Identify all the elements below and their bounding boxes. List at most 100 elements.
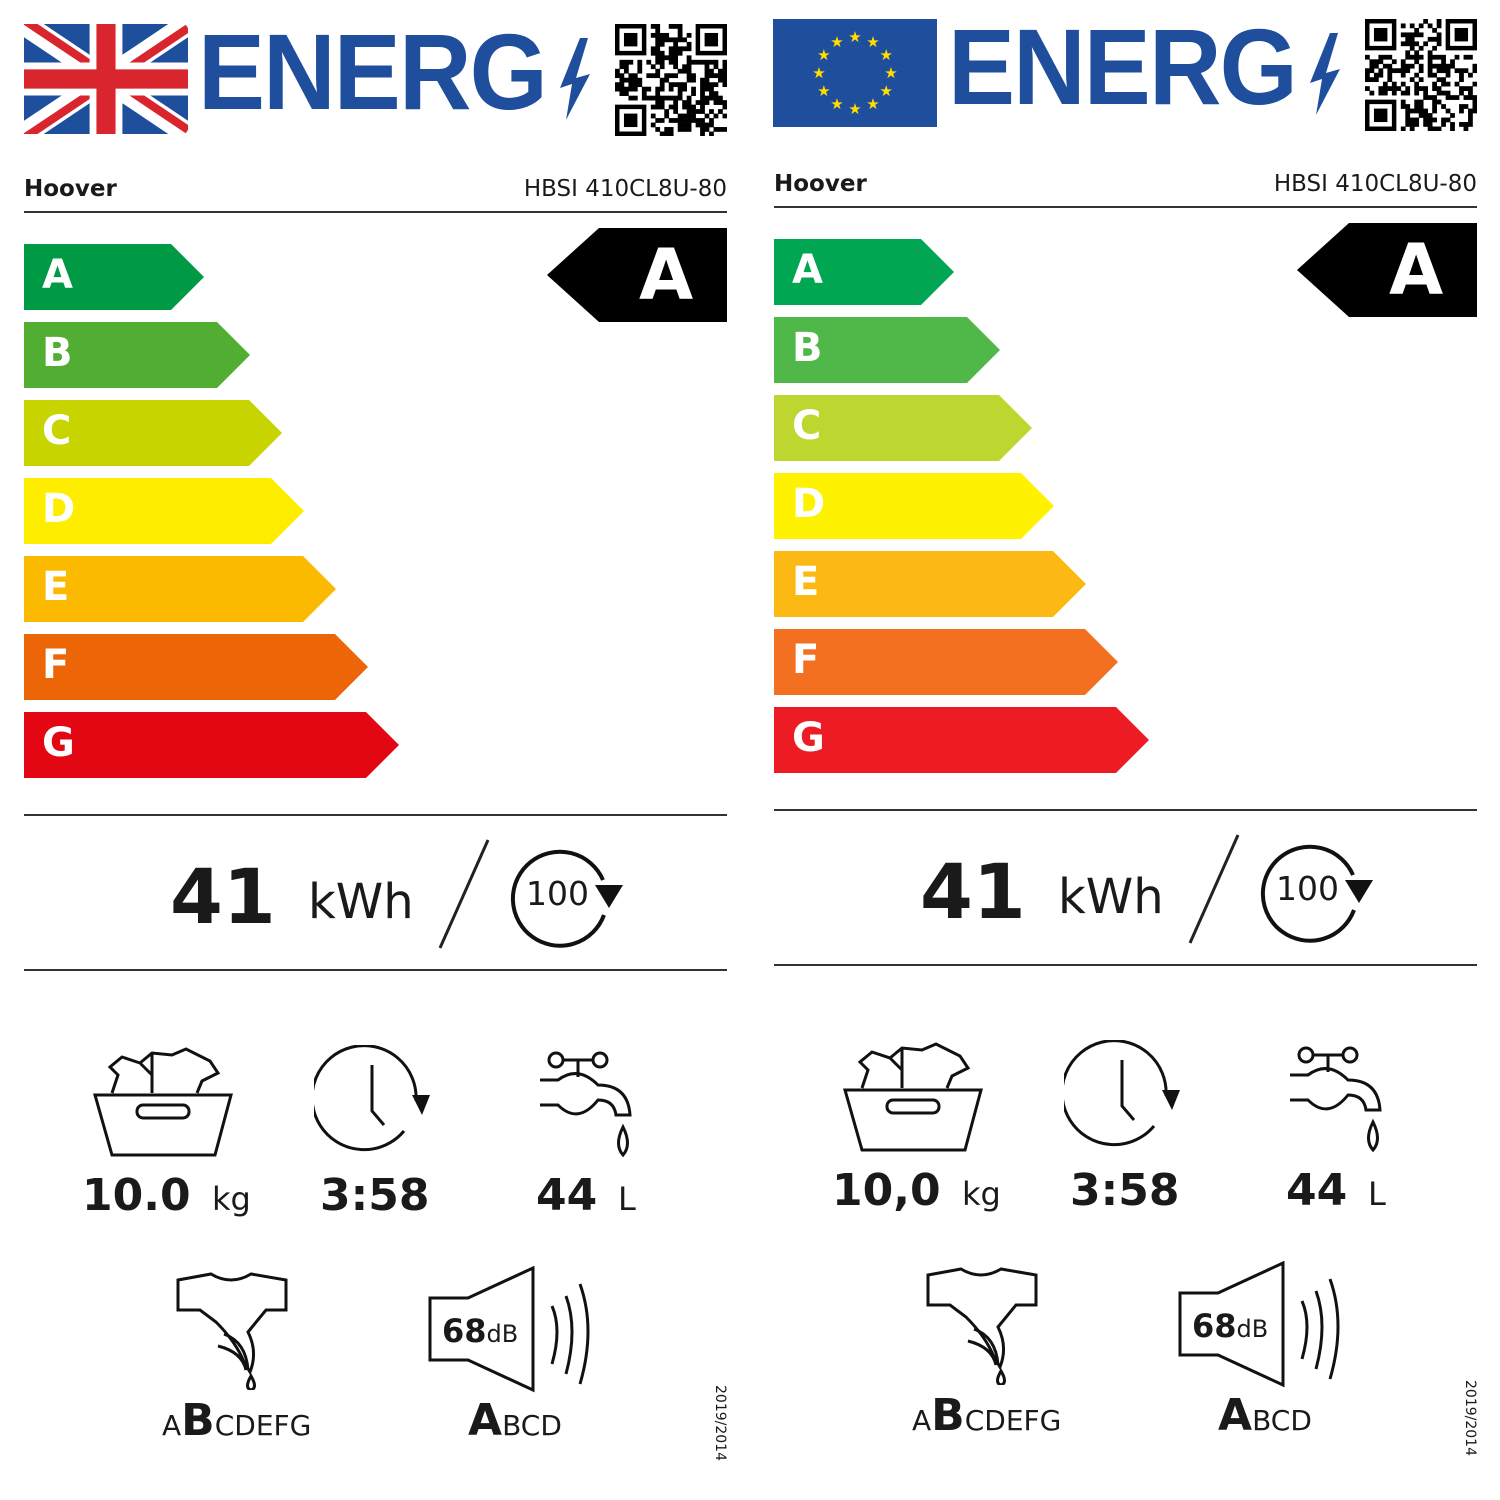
svg-text:★: ★	[848, 100, 861, 118]
spin-drying-shirt-icon	[176, 1272, 288, 1390]
rated-capacity-value: 10.0	[82, 1170, 191, 1221]
spin-class-letter: E	[1005, 1404, 1024, 1437]
efficiency-bar-c: C	[24, 400, 282, 466]
noise-class-letter: C	[520, 1409, 541, 1442]
efficiency-bar-letter: G	[792, 715, 825, 761]
noise-class-letter: B	[502, 1409, 521, 1442]
rated-capacity-unit: kg	[212, 1180, 251, 1218]
programme-duration-value: 3:58	[1070, 1165, 1180, 1216]
efficiency-bar-letter: G	[42, 720, 75, 766]
regulation-number: 2019/2014	[1462, 1380, 1478, 1456]
uk-flag-icon	[24, 24, 188, 134]
energy-consumption-value: 41	[920, 847, 1026, 936]
energy-class-letter: A	[1389, 229, 1444, 311]
efficiency-bar-f: F	[774, 629, 1118, 695]
spin-class-letter: D	[234, 1409, 256, 1442]
spin-class-letter: G	[289, 1409, 312, 1442]
water-consumption-value: 44	[1286, 1165, 1348, 1216]
cycles-value: 100	[1276, 869, 1339, 908]
efficiency-bar-b: B	[774, 317, 1000, 383]
speaker-noise-icon	[1178, 1261, 1340, 1388]
efficiency-bar-letter: B	[42, 330, 73, 376]
efficiency-bar-d: D	[774, 473, 1054, 539]
efficiency-bar-f: F	[24, 634, 368, 700]
energy-consumption-unit: kWh	[1058, 869, 1164, 925]
noise-class-letter: B	[1252, 1404, 1271, 1437]
svg-text:★: ★	[830, 33, 843, 51]
svg-text:★: ★	[879, 46, 892, 64]
eu-flag-icon: ★ ★★★★★★★★★★★	[773, 19, 937, 127]
qr-code[interactable]	[1365, 19, 1477, 131]
svg-text:★: ★	[848, 28, 861, 46]
efficiency-bar-letter: C	[42, 408, 72, 454]
svg-text:★: ★	[866, 95, 879, 113]
noise-value: 68dB	[442, 1312, 518, 1350]
energy-class-arrow: A	[1297, 223, 1477, 321]
svg-text:★: ★	[879, 82, 892, 100]
uk-energy-label: ENERG Hoover HBSI 410CL8U-80 A B C D E F…	[24, 11, 728, 1461]
spin-class-letter: B	[181, 1395, 215, 1446]
energy-class-letter: A	[639, 234, 694, 316]
cycle-icon	[510, 849, 623, 948]
model-number: HBSI 410CL8U-80	[1273, 171, 1477, 197]
noise-class-scale: ABCD	[1218, 1390, 1312, 1441]
efficiency-bar-a: A	[774, 239, 954, 305]
efficiency-bar-letter: E	[792, 559, 820, 605]
efficiency-bar-d: D	[24, 478, 304, 544]
efficiency-bar-letter: F	[792, 637, 820, 683]
efficiency-bar-e: E	[24, 556, 336, 622]
clock-icon	[314, 1045, 430, 1152]
water-tap-icon	[1290, 1046, 1382, 1153]
efficiency-bar-g: G	[774, 707, 1149, 773]
efficiency-bar-letter: A	[42, 252, 73, 298]
spin-class-letter: B	[931, 1390, 965, 1441]
efficiency-bar-letter: F	[42, 642, 70, 688]
water-consumption-unit: L	[618, 1180, 636, 1218]
laundry-basket-icon	[843, 1042, 983, 1152]
laundry-basket-icon	[93, 1047, 233, 1157]
noise-class-letter: A	[468, 1395, 503, 1446]
energy-consumption-unit: kWh	[308, 874, 414, 930]
svg-text:★: ★	[884, 64, 897, 82]
efficiency-bar-b: B	[24, 322, 250, 388]
programme-duration-value: 3:58	[320, 1170, 430, 1221]
efficiency-bar-e: E	[774, 551, 1086, 617]
spin-class-letter: E	[255, 1409, 274, 1442]
energy-consumption-value: 41	[170, 852, 276, 941]
water-tap-icon	[540, 1051, 632, 1158]
efficiency-bar-g: G	[24, 712, 399, 778]
noise-number: 68	[1192, 1307, 1237, 1345]
qr-code[interactable]	[615, 24, 727, 136]
efficiency-bar-c: C	[774, 395, 1032, 461]
spin-class-letter: F	[273, 1409, 290, 1442]
noise-unit: dB	[1236, 1315, 1269, 1343]
efficiency-bar-letter: D	[792, 481, 826, 527]
energy-title: ENERG	[198, 11, 548, 132]
brand-name: Hoover	[774, 171, 867, 197]
water-consumption-unit: L	[1368, 1175, 1386, 1213]
efficiency-bar-a: A	[24, 244, 204, 310]
model-number: HBSI 410CL8U-80	[523, 176, 727, 202]
brand-name: Hoover	[24, 176, 117, 202]
lightning-icon	[1310, 33, 1340, 115]
noise-unit: dB	[486, 1320, 519, 1348]
slash-divider	[1188, 834, 1240, 944]
cycles-value: 100	[526, 874, 589, 913]
spin-drying-class-scale: ABCDEFG	[912, 1390, 1061, 1441]
spin-class-letter: A	[162, 1409, 182, 1442]
cycle-icon	[1260, 844, 1373, 943]
spin-class-letter: G	[1039, 1404, 1062, 1437]
regulation-number: 2019/2014	[712, 1385, 728, 1461]
efficiency-bar-letter: D	[42, 486, 76, 532]
svg-text:★: ★	[866, 33, 879, 51]
spin-class-letter: D	[984, 1404, 1006, 1437]
spin-drying-class-scale: ABCDEFG	[162, 1395, 311, 1446]
speaker-noise-icon	[428, 1266, 590, 1393]
divider	[774, 809, 1477, 811]
slash-divider	[438, 839, 490, 949]
noise-class-scale: ABCD	[468, 1395, 562, 1446]
efficiency-bar-letter: B	[792, 325, 823, 371]
spin-class-letter: C	[214, 1409, 235, 1442]
rated-capacity-unit: kg	[962, 1175, 1001, 1213]
clock-icon	[1064, 1040, 1180, 1147]
